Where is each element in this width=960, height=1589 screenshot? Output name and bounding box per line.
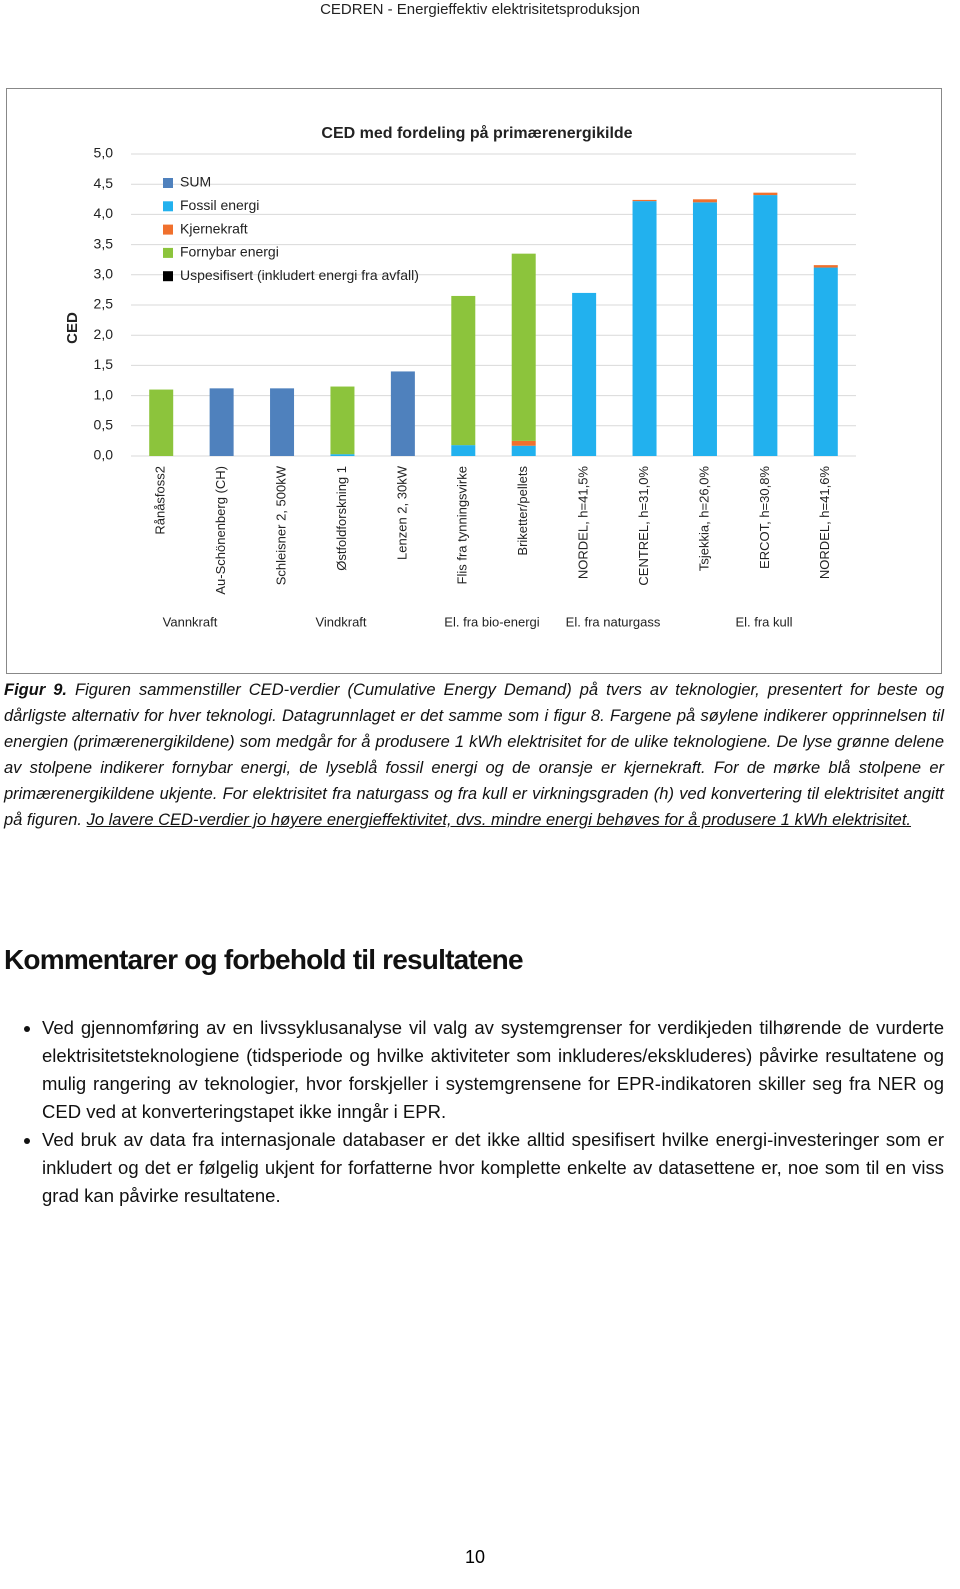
y-tick-label: 4,0 [94, 205, 114, 221]
x-tick-label: NORDEL, h=41,6% [817, 466, 832, 580]
bar-segment [270, 388, 295, 456]
x-tick-label: Lenzen 2, 30kW [394, 465, 409, 560]
page-number: 10 [464, 1547, 486, 1567]
legend-swatch [163, 201, 173, 212]
x-tick-label: Rånåsfoss2 [153, 466, 168, 535]
legend-label: Fossil energi [180, 197, 259, 213]
y-tick-label: 5,0 [94, 145, 114, 161]
x-tick-label: Østfoldforskning 1 [334, 466, 349, 571]
chart-title: CED med fordeling på primærenergikilde [321, 124, 632, 142]
legend-label: Fornybar energi [180, 244, 279, 260]
bar-segment [149, 389, 174, 456]
x-tick-label: CENTREL, h=31,0% [636, 466, 651, 586]
group-label: El. fra bio-energi [444, 614, 539, 629]
group-label: El. fra kull [735, 614, 792, 629]
bar-segment [813, 265, 838, 268]
y-tick-label: 1,5 [94, 356, 114, 372]
y-tick-label: 3,0 [94, 266, 114, 282]
bullet-list: Ved gjennomføring av en livssyklusanalys… [0, 1014, 944, 1210]
bar-segment [753, 192, 778, 196]
group-label: Vannkraft [163, 614, 218, 629]
x-tick-label: ERCOT, h=30,8% [757, 466, 772, 569]
bar-segment [209, 388, 234, 456]
legend-swatch [163, 224, 173, 235]
bar-segment [330, 454, 355, 456]
bar-segment [692, 199, 717, 203]
y-tick-label: 4,5 [94, 175, 114, 191]
y-tick-label: 0,0 [94, 447, 114, 463]
chart: CED med fordeling på primærenergikilde C… [6, 88, 942, 674]
bar-segment [451, 445, 476, 456]
group-label: Vindkraft [315, 614, 366, 629]
legend-label: Kjernekraft [180, 220, 248, 236]
y-tick-label: 0,5 [94, 417, 114, 433]
x-tick-label: Tsjekkia, h=26,0% [696, 466, 711, 572]
bar-segment [511, 253, 536, 441]
bar-segment [451, 295, 476, 446]
group-label: El. fra naturgass [566, 614, 661, 629]
bar-segment [390, 371, 415, 456]
bullet: Ved bruk av data fra internasjonale data… [42, 1126, 944, 1210]
bar-segment [572, 292, 597, 456]
x-tick-label: Schleisner 2, 500kW [273, 465, 288, 585]
bar-segment [511, 445, 536, 456]
bar-segment [632, 201, 657, 456]
caption-underlined: Jo lavere CED-verdier jo høyere energief… [86, 811, 912, 829]
y-tick-label: 2,0 [94, 326, 114, 342]
bar-segment [330, 386, 355, 455]
legend-swatch [163, 271, 173, 282]
legend-label: SUM [180, 174, 211, 190]
bar-segment [813, 267, 838, 456]
legend-label: Uspesifisert (inkludert energi fra avfal… [180, 267, 419, 283]
caption-label: Figur 9. [4, 681, 68, 699]
page-header: CEDREN - Energieffektiv elektrisitetspro… [320, 1, 640, 18]
y-tick-label: 2,5 [94, 296, 114, 312]
legend-swatch [163, 247, 173, 258]
bar-segment [511, 440, 536, 446]
y-tick-label: 1,0 [94, 386, 114, 402]
bar-segment [753, 195, 778, 456]
bullet: Ved gjennomføring av en livssyklusanalys… [42, 1014, 944, 1126]
y-axis-label: CED [64, 312, 81, 344]
x-tick-label: Au-Schönenberg (CH) [213, 466, 228, 595]
x-tick-label: Flis fra tynningsvirke [455, 466, 470, 584]
figure-caption: Figur 9. Figuren sammenstiller CED-verdi… [4, 677, 944, 833]
x-tick-label: NORDEL, h=41,5% [576, 466, 591, 580]
y-tick-label: 3,5 [94, 235, 114, 251]
caption-text: Figuren sammenstiller CED-verdier (Cumul… [4, 681, 944, 829]
bar-segment [692, 202, 717, 456]
bar-segment [632, 199, 657, 202]
x-tick-label: Briketter/pellets [515, 466, 530, 556]
section-heading: Kommentarer og forbehold til resultatene [4, 944, 524, 975]
legend-swatch [163, 178, 173, 188]
